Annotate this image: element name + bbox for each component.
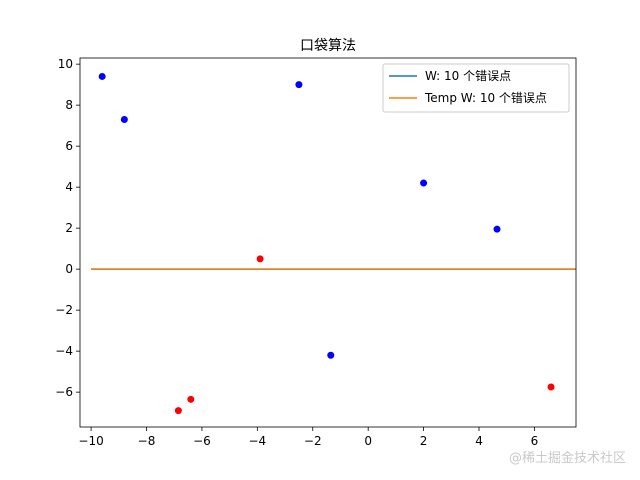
data-point-0 bbox=[98, 72, 106, 80]
legend-label-1: Temp W: 10 个错误点 bbox=[424, 91, 547, 105]
axes-frame bbox=[79, 57, 577, 428]
x-tick-label-7: 4 bbox=[475, 434, 483, 448]
data-point-4 bbox=[493, 225, 501, 233]
legend: W: 10 个错误点 Temp W: 10 个错误点 bbox=[382, 63, 570, 113]
chart-title: 口袋算法 bbox=[300, 38, 356, 54]
legend-box bbox=[382, 63, 570, 113]
data-point-5 bbox=[327, 351, 335, 359]
data-point-7 bbox=[174, 407, 182, 415]
axes: −10 −8 −6 −4 −2 0 2 4 6 −6 −4 −2 0 2 4 6 8 10 bbox=[55, 57, 577, 448]
x-tick-label-4: −2 bbox=[304, 434, 322, 448]
x-tick-label-2: −6 bbox=[193, 434, 211, 448]
x-tick-label-5: 0 bbox=[364, 434, 372, 448]
data-point-2 bbox=[295, 81, 303, 89]
legend-label-0: W: 10 个错误点 bbox=[425, 69, 511, 83]
x-tick-label-1: −8 bbox=[138, 434, 156, 448]
y-tick-label-2: −2 bbox=[55, 303, 73, 317]
y-tick-label-4: 2 bbox=[65, 221, 73, 235]
y-tick-label-3: 0 bbox=[65, 262, 73, 276]
data-point-1 bbox=[120, 116, 128, 123]
y-tick-label-7: 8 bbox=[65, 98, 73, 112]
y-tick-label-6: 6 bbox=[65, 139, 73, 153]
watermark-text: @稀土掘金技术社区 bbox=[508, 451, 626, 466]
y-tick-label-0: −6 bbox=[55, 385, 73, 399]
y-tick-label-8: 10 bbox=[58, 57, 73, 71]
y-tick-label-5: 4 bbox=[65, 180, 73, 194]
x-tick-label-6: 2 bbox=[420, 434, 428, 448]
data-point-9 bbox=[547, 383, 555, 391]
data-point-8 bbox=[187, 395, 195, 403]
x-tick-label-0: −10 bbox=[78, 434, 103, 448]
x-tick-label-8: 6 bbox=[531, 434, 539, 448]
y-tick-label-1: −4 bbox=[55, 344, 73, 358]
data-point-6 bbox=[256, 255, 264, 263]
data-point-3 bbox=[420, 179, 428, 187]
plot-area bbox=[91, 72, 576, 415]
x-tick-label-3: −4 bbox=[248, 434, 266, 448]
